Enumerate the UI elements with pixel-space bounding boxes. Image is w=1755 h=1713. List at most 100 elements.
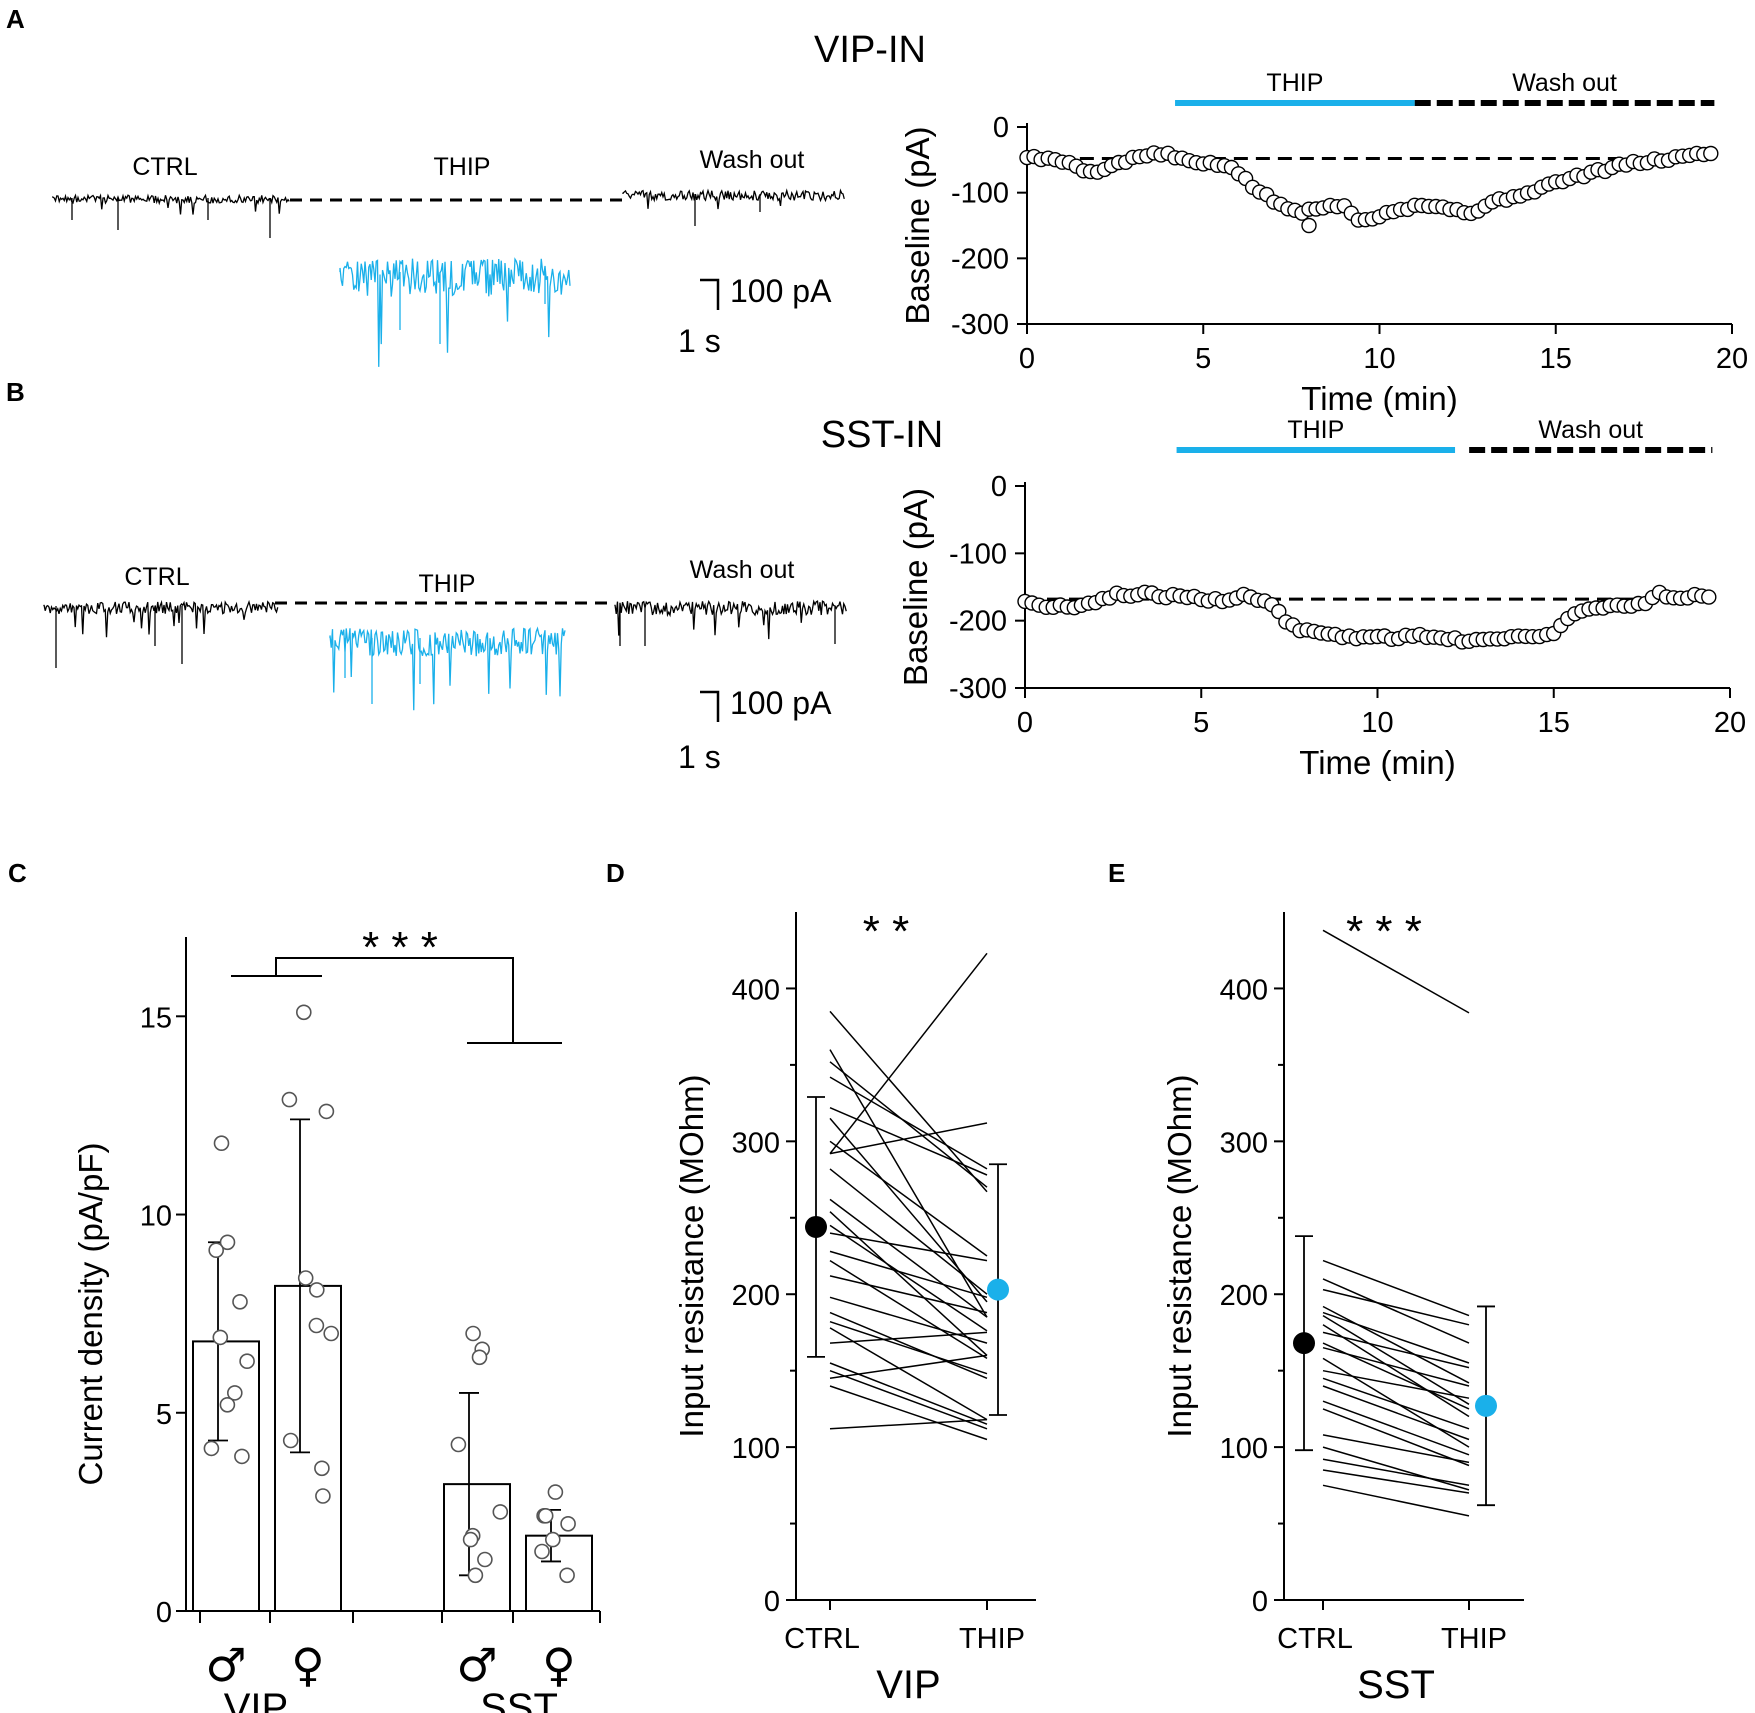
panel-c-symbol-male-sst: ♂ [456,1638,497,1692]
panel-c-symbol-male-vip: ♂ [205,1638,246,1692]
d-pair-line-7 [829,1122,988,1155]
c-point-3-2 [537,1508,554,1524]
c-point-2-2 [471,1349,488,1366]
panel-b-ytick-2: -200 [949,606,1007,638]
panel-d-significance: * * [863,907,909,956]
panel-d-category-thip: THIP [959,1623,1025,1655]
panel-a-ctrl-label: CTRL [132,153,197,181]
d-pair-line-25 [829,1385,988,1441]
d-pair-line-24 [829,1354,988,1380]
d-pair-line-11 [829,1211,988,1356]
d-pair-line-13 [829,1232,988,1262]
d-pair-line-17 [829,1296,988,1344]
panel-a-xlabel: Time (min) [1301,380,1457,417]
panel-e-ytick-0: 0 [1252,1586,1268,1618]
panel-a-scale-bar [700,278,720,310]
e-pair-line-3 [1322,1288,1470,1326]
panel-a-ytick-0: 0 [993,112,1009,144]
panel-b-washout-label: Wash out [690,556,795,584]
panel-d-paired-plot: Input resistance (MOhm) VIP CTRL THIP 0 … [673,907,1036,1707]
panel-b-scale-time: 1 s [678,739,721,775]
c-bar-2 [443,1483,511,1612]
c-point-0-0 [213,1135,230,1151]
panel-b-scale-bar [700,690,720,722]
panel-c-ytick-0: 0 [156,1597,172,1629]
c-point-3-4 [544,1531,561,1548]
panel-a-xtick-0: 0 [1019,343,1035,375]
c-point-0-4 [212,1329,229,1346]
panel-a-traces: VIP-IN CTRL THIP Wash out 100 pA 1 s [52,29,926,367]
c-point-2-0 [465,1325,481,1342]
c-point-0-1 [219,1234,236,1251]
panel-d-ylabel: Input resistance (MOhm) [673,1074,710,1437]
panel-b-time-point-36 [1271,603,1287,620]
d-pair-line-19 [829,1320,988,1375]
panel-a-wash-bar-label: Wash out [1512,69,1617,97]
c-point-0-6 [227,1385,243,1401]
panel-b-traces: SST-IN CTRL THIP Wash out 100 pA 1 s [43,414,943,775]
e-pair-line-4 [1322,1305,1470,1384]
panel-a-washout-label: Wash out [700,146,805,174]
panel-b-xtick-1: 5 [1193,707,1209,739]
c-point-2-8 [467,1567,484,1584]
panel-b-xtick-3: 15 [1538,707,1570,739]
c-point-3-5 [534,1543,550,1560]
d-pair-line-26 [829,1418,988,1430]
panel-a-ytick-2: -200 [951,243,1009,275]
panel-c-ytick-1: 5 [156,1399,172,1431]
panel-a-ylabel: Baseline (pA) [899,126,936,324]
e-pair-line-16 [1322,1408,1470,1467]
panel-d-ytick-2: 200 [732,1280,780,1312]
panel-a-thip-bar-label: THIP [1266,69,1323,97]
trace-a-thip [339,257,571,367]
trace-a-ctrl [52,193,290,238]
d-pair-line-20 [829,1327,988,1421]
d-pair-line-10 [829,1198,988,1318]
d-ctrl-mean [805,1215,827,1238]
trace-a-washout [622,188,845,226]
panel-label-d: D [606,858,625,888]
panel-a-current-traces [52,188,845,367]
panel-d-ytick-1: 100 [732,1433,780,1465]
c-point-1-6 [323,1325,340,1342]
panel-b-ytick-0: 0 [991,471,1007,503]
panel-a-scale-time: 1 s [678,323,721,359]
d-pair-line-22 [829,1362,988,1425]
panel-b-xtick-2: 10 [1361,707,1393,739]
c-point-3-0 [547,1484,564,1500]
panel-label-b: B [6,377,25,407]
c-point-1-8 [314,1460,330,1477]
c-point-2-6 [462,1531,479,1548]
panel-a-thip-label: THIP [434,153,491,181]
panel-b-title: SST-IN [821,414,943,456]
e-pair-line-15 [1322,1400,1470,1456]
c-point-3-6 [559,1567,575,1584]
d-pair-line-9 [829,1168,988,1295]
c-point-3-3 [560,1516,576,1532]
e-pair-line-13 [1322,1377,1470,1430]
panel-d-ytick-0: 0 [764,1586,780,1618]
panel-b-ylabel: Baseline (pA) [897,488,934,686]
e-pair-line-21 [1322,1484,1470,1517]
panel-e-xlabel: SST [1357,1663,1435,1707]
panel-b-thip-label: THIP [419,570,476,598]
e-ctrl-mean [1293,1332,1315,1355]
c-point-1-0 [295,1004,312,1021]
e-pair-line-10 [1322,1346,1470,1387]
panel-e-category-ctrl: CTRL [1277,1623,1353,1655]
c-point-0-2 [208,1242,224,1258]
panel-b-ctrl-label: CTRL [124,563,189,591]
d-pair-line-12 [829,1224,988,1332]
panel-e-significance: * * * [1346,907,1422,956]
panel-a-ytick-1: -100 [951,178,1009,210]
d-pair-line-0 [829,1010,988,1193]
panel-b-thip-bar-label: THIP [1287,416,1344,444]
e-pair-line-8 [1322,1331,1470,1369]
e-pair-line-20 [1322,1469,1470,1494]
c-point-0-7 [219,1397,236,1413]
d-pair-line-23 [829,1369,988,1430]
panel-a-time-plot: Baseline (pA) Time (min) THIP Wash out 0… [899,69,1748,417]
panel-c-group-vip: VIP [224,1686,288,1713]
e-pair-line-12 [1322,1369,1470,1399]
